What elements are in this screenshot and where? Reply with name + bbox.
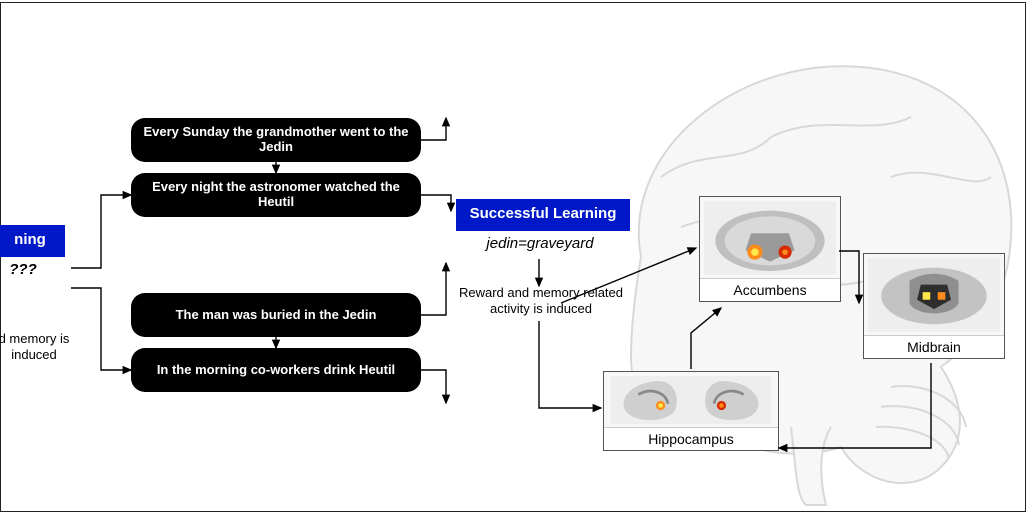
left-plain-text: d memory is induced: [0, 331, 73, 364]
accumbens-label: Accumbens: [700, 279, 840, 301]
accumbens-box: Accumbens: [699, 196, 841, 302]
sentence-box-3: The man was buried in the Jedin: [131, 293, 421, 337]
arrow-b1-right-right-top: [421, 118, 446, 140]
midbrain-label: Midbrain: [864, 336, 1004, 358]
sentence-box-1: Every Sunday the grandmother went to the…: [131, 118, 421, 162]
arrow-b3-right-mid: [421, 263, 446, 315]
sentence-4-text: In the morning co-workers drink Heutil: [157, 363, 395, 378]
sentence-box-2: Every night the astronomer watched the H…: [131, 173, 421, 217]
midbrain-scan: [864, 254, 1004, 336]
left-question: ???: [0, 261, 51, 278]
arrow-b4-right-right-bot: [421, 370, 446, 403]
arrow-left-b2-left: [71, 195, 131, 268]
hippocampus-scan: [604, 372, 778, 428]
accumbens-scan: [700, 197, 840, 279]
hippocampus-box: Hippocampus: [603, 371, 779, 451]
left-title-fragment: ning: [0, 225, 65, 257]
sentence-3-text: The man was buried in the Jedin: [176, 308, 377, 323]
midbrain-box: Midbrain: [863, 253, 1005, 359]
sentence-2-text: Every night the astronomer watched the H…: [141, 180, 411, 210]
arrow-left-b4-left: [71, 288, 131, 370]
sentence-box-4: In the morning co-workers drink Heutil: [131, 348, 421, 392]
hippocampus-label: Hippocampus: [604, 428, 778, 450]
sentence-1-text: Every Sunday the grandmother went to the…: [141, 125, 411, 155]
left-title-text: ning: [14, 231, 46, 248]
figure-frame: Every Sunday the grandmother went to the…: [0, 2, 1026, 512]
arrow-b2-right-mid: [421, 195, 451, 211]
